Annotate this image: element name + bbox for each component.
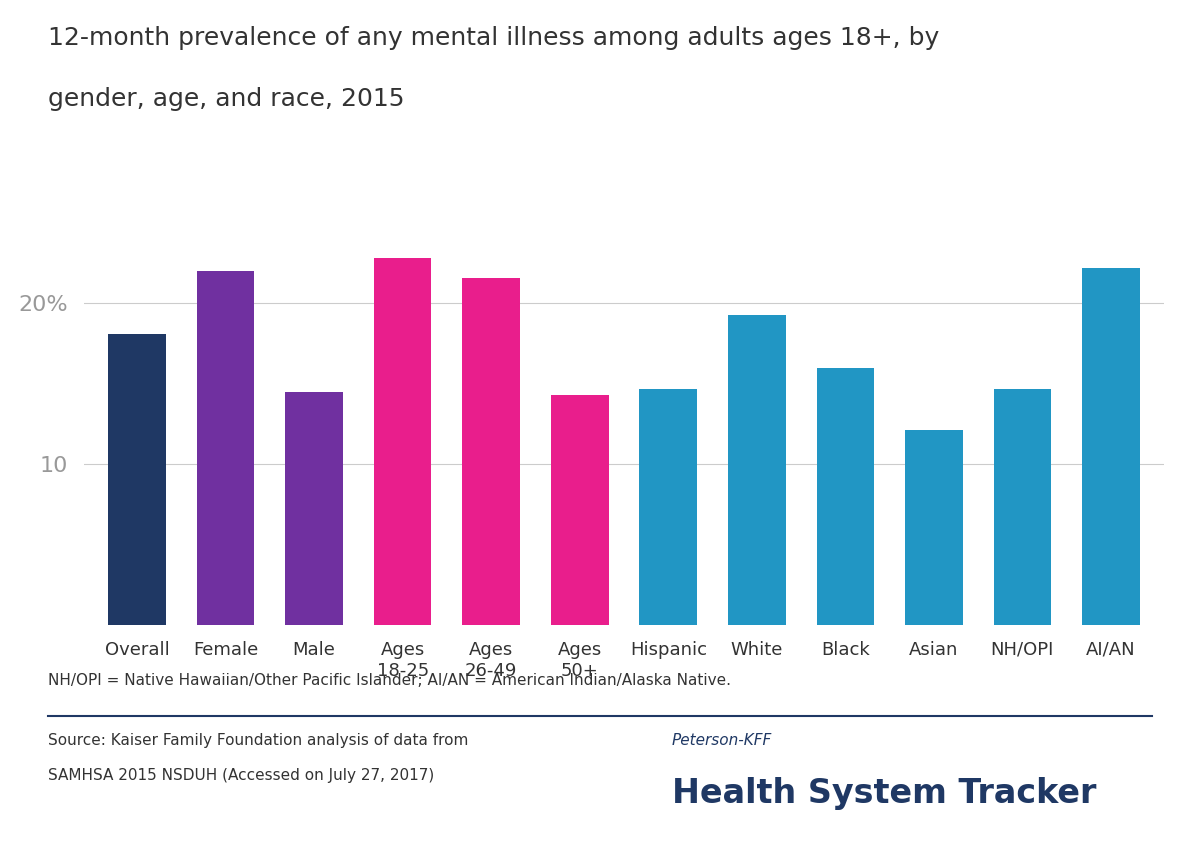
Text: SAMHSA 2015 NSDUH (Accessed on July 27, 2017): SAMHSA 2015 NSDUH (Accessed on July 27, … (48, 768, 434, 783)
Bar (905, 431, 962, 625)
Bar (1082, 268, 1140, 625)
Bar (286, 391, 343, 625)
Text: gender, age, and race, 2015: gender, age, and race, 2015 (48, 87, 404, 111)
Bar (197, 272, 254, 625)
Text: Peterson-KFF: Peterson-KFF (672, 733, 773, 748)
Bar (374, 259, 432, 625)
Bar (462, 278, 520, 625)
Text: Health System Tracker: Health System Tracker (672, 777, 1097, 810)
Bar (108, 334, 166, 625)
Bar (640, 389, 697, 625)
Text: Source: Kaiser Family Foundation analysis of data from: Source: Kaiser Family Foundation analysi… (48, 733, 468, 748)
Bar (994, 389, 1051, 625)
Text: NH/OPI = Native Hawaiian/Other Pacific Islander; AI/AN = American Indian/Alaska : NH/OPI = Native Hawaiian/Other Pacific I… (48, 673, 731, 687)
Bar (816, 368, 874, 625)
Bar (551, 395, 608, 625)
Bar (728, 315, 786, 625)
Text: 12-month prevalence of any mental illness among adults ages 18+, by: 12-month prevalence of any mental illnes… (48, 26, 940, 50)
